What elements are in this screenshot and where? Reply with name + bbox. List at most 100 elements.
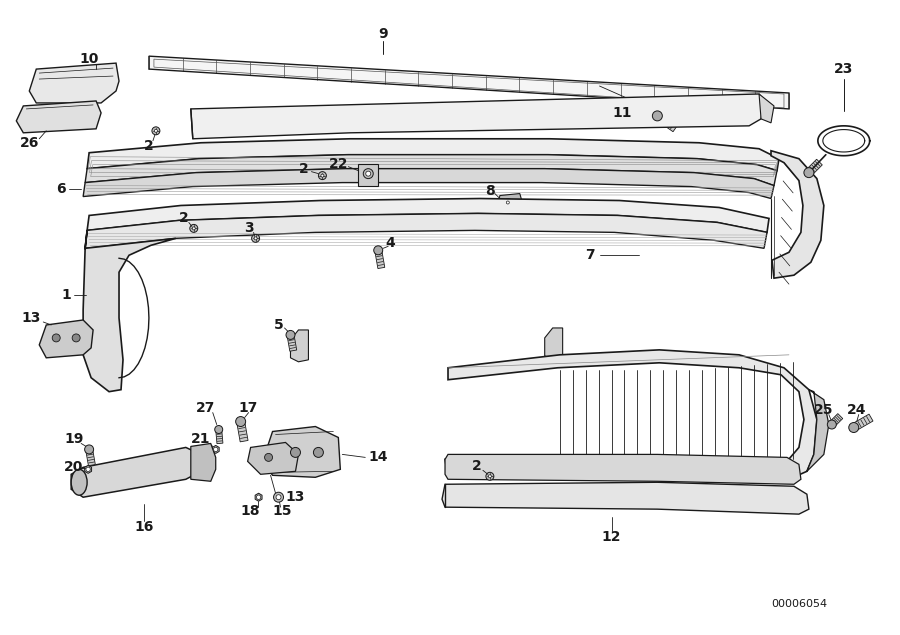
Circle shape bbox=[319, 171, 327, 180]
Circle shape bbox=[215, 425, 222, 434]
Text: 12: 12 bbox=[602, 530, 621, 544]
Circle shape bbox=[276, 495, 281, 500]
Polygon shape bbox=[544, 328, 562, 360]
Polygon shape bbox=[806, 159, 823, 175]
Text: 15: 15 bbox=[273, 504, 292, 518]
Circle shape bbox=[236, 417, 246, 427]
Circle shape bbox=[265, 453, 273, 462]
Polygon shape bbox=[759, 94, 774, 123]
Circle shape bbox=[254, 237, 257, 240]
Polygon shape bbox=[212, 445, 220, 453]
Text: 9: 9 bbox=[378, 27, 388, 41]
Circle shape bbox=[256, 495, 261, 499]
Text: 16: 16 bbox=[134, 520, 154, 534]
Text: 2: 2 bbox=[299, 162, 309, 176]
Polygon shape bbox=[83, 169, 774, 199]
Circle shape bbox=[252, 234, 259, 243]
Text: 8: 8 bbox=[485, 184, 495, 197]
Text: 13: 13 bbox=[286, 490, 305, 504]
Circle shape bbox=[652, 111, 662, 121]
Polygon shape bbox=[442, 482, 809, 514]
Text: 22: 22 bbox=[328, 157, 348, 171]
Polygon shape bbox=[445, 350, 817, 479]
Circle shape bbox=[52, 334, 60, 342]
Polygon shape bbox=[358, 164, 378, 185]
Text: 24: 24 bbox=[847, 403, 867, 417]
Circle shape bbox=[507, 201, 509, 204]
Circle shape bbox=[155, 130, 157, 132]
Text: 1: 1 bbox=[61, 288, 71, 302]
Polygon shape bbox=[445, 455, 801, 485]
Polygon shape bbox=[287, 334, 297, 351]
Circle shape bbox=[213, 447, 218, 451]
Text: 20: 20 bbox=[64, 460, 83, 474]
Polygon shape bbox=[87, 199, 769, 232]
Text: 14: 14 bbox=[368, 450, 388, 464]
Circle shape bbox=[849, 422, 859, 432]
Text: 7: 7 bbox=[585, 248, 594, 262]
Text: 18: 18 bbox=[241, 504, 260, 518]
Polygon shape bbox=[374, 250, 385, 269]
Text: 10: 10 bbox=[79, 52, 99, 66]
Text: 5: 5 bbox=[274, 318, 284, 332]
Circle shape bbox=[86, 467, 90, 472]
Polygon shape bbox=[86, 449, 95, 465]
Text: 3: 3 bbox=[244, 222, 254, 236]
Circle shape bbox=[72, 334, 80, 342]
Polygon shape bbox=[40, 320, 93, 358]
Polygon shape bbox=[255, 493, 262, 501]
Circle shape bbox=[374, 246, 382, 255]
Polygon shape bbox=[216, 429, 223, 444]
Polygon shape bbox=[30, 63, 119, 103]
Text: 4: 4 bbox=[385, 236, 395, 250]
Polygon shape bbox=[498, 194, 522, 210]
Circle shape bbox=[313, 448, 323, 457]
Polygon shape bbox=[851, 414, 873, 431]
Circle shape bbox=[190, 224, 198, 232]
Text: 27: 27 bbox=[196, 401, 215, 415]
Circle shape bbox=[291, 448, 301, 457]
Text: 6: 6 bbox=[57, 182, 66, 196]
Polygon shape bbox=[16, 101, 101, 133]
Circle shape bbox=[85, 445, 94, 454]
Circle shape bbox=[365, 171, 371, 176]
Text: 19: 19 bbox=[65, 432, 84, 446]
Circle shape bbox=[193, 227, 195, 230]
Text: 2: 2 bbox=[144, 139, 154, 153]
Polygon shape bbox=[248, 443, 299, 474]
Text: 17: 17 bbox=[238, 401, 258, 415]
Polygon shape bbox=[191, 94, 764, 139]
Ellipse shape bbox=[71, 469, 87, 495]
Circle shape bbox=[286, 330, 295, 339]
Text: 2: 2 bbox=[472, 459, 482, 473]
Polygon shape bbox=[86, 213, 767, 248]
Circle shape bbox=[804, 168, 814, 178]
Text: 2: 2 bbox=[179, 211, 189, 225]
Text: 11: 11 bbox=[613, 106, 632, 120]
Polygon shape bbox=[85, 465, 92, 473]
Circle shape bbox=[489, 475, 491, 478]
Polygon shape bbox=[291, 330, 309, 362]
Circle shape bbox=[274, 492, 284, 502]
Circle shape bbox=[486, 472, 494, 480]
Circle shape bbox=[152, 127, 160, 135]
Polygon shape bbox=[263, 427, 340, 478]
Polygon shape bbox=[771, 150, 824, 278]
Polygon shape bbox=[237, 421, 248, 442]
Text: 00006054: 00006054 bbox=[771, 599, 827, 609]
Polygon shape bbox=[83, 231, 176, 392]
Polygon shape bbox=[830, 413, 842, 427]
Polygon shape bbox=[86, 155, 777, 185]
Polygon shape bbox=[87, 139, 779, 171]
Text: 23: 23 bbox=[834, 62, 853, 76]
Polygon shape bbox=[71, 448, 201, 497]
Circle shape bbox=[321, 174, 324, 177]
Text: 13: 13 bbox=[22, 311, 41, 325]
Polygon shape bbox=[655, 112, 678, 131]
Polygon shape bbox=[191, 443, 216, 481]
Circle shape bbox=[504, 199, 512, 206]
Polygon shape bbox=[807, 390, 829, 471]
Circle shape bbox=[364, 169, 374, 178]
Text: 21: 21 bbox=[191, 432, 211, 446]
Polygon shape bbox=[148, 56, 789, 109]
